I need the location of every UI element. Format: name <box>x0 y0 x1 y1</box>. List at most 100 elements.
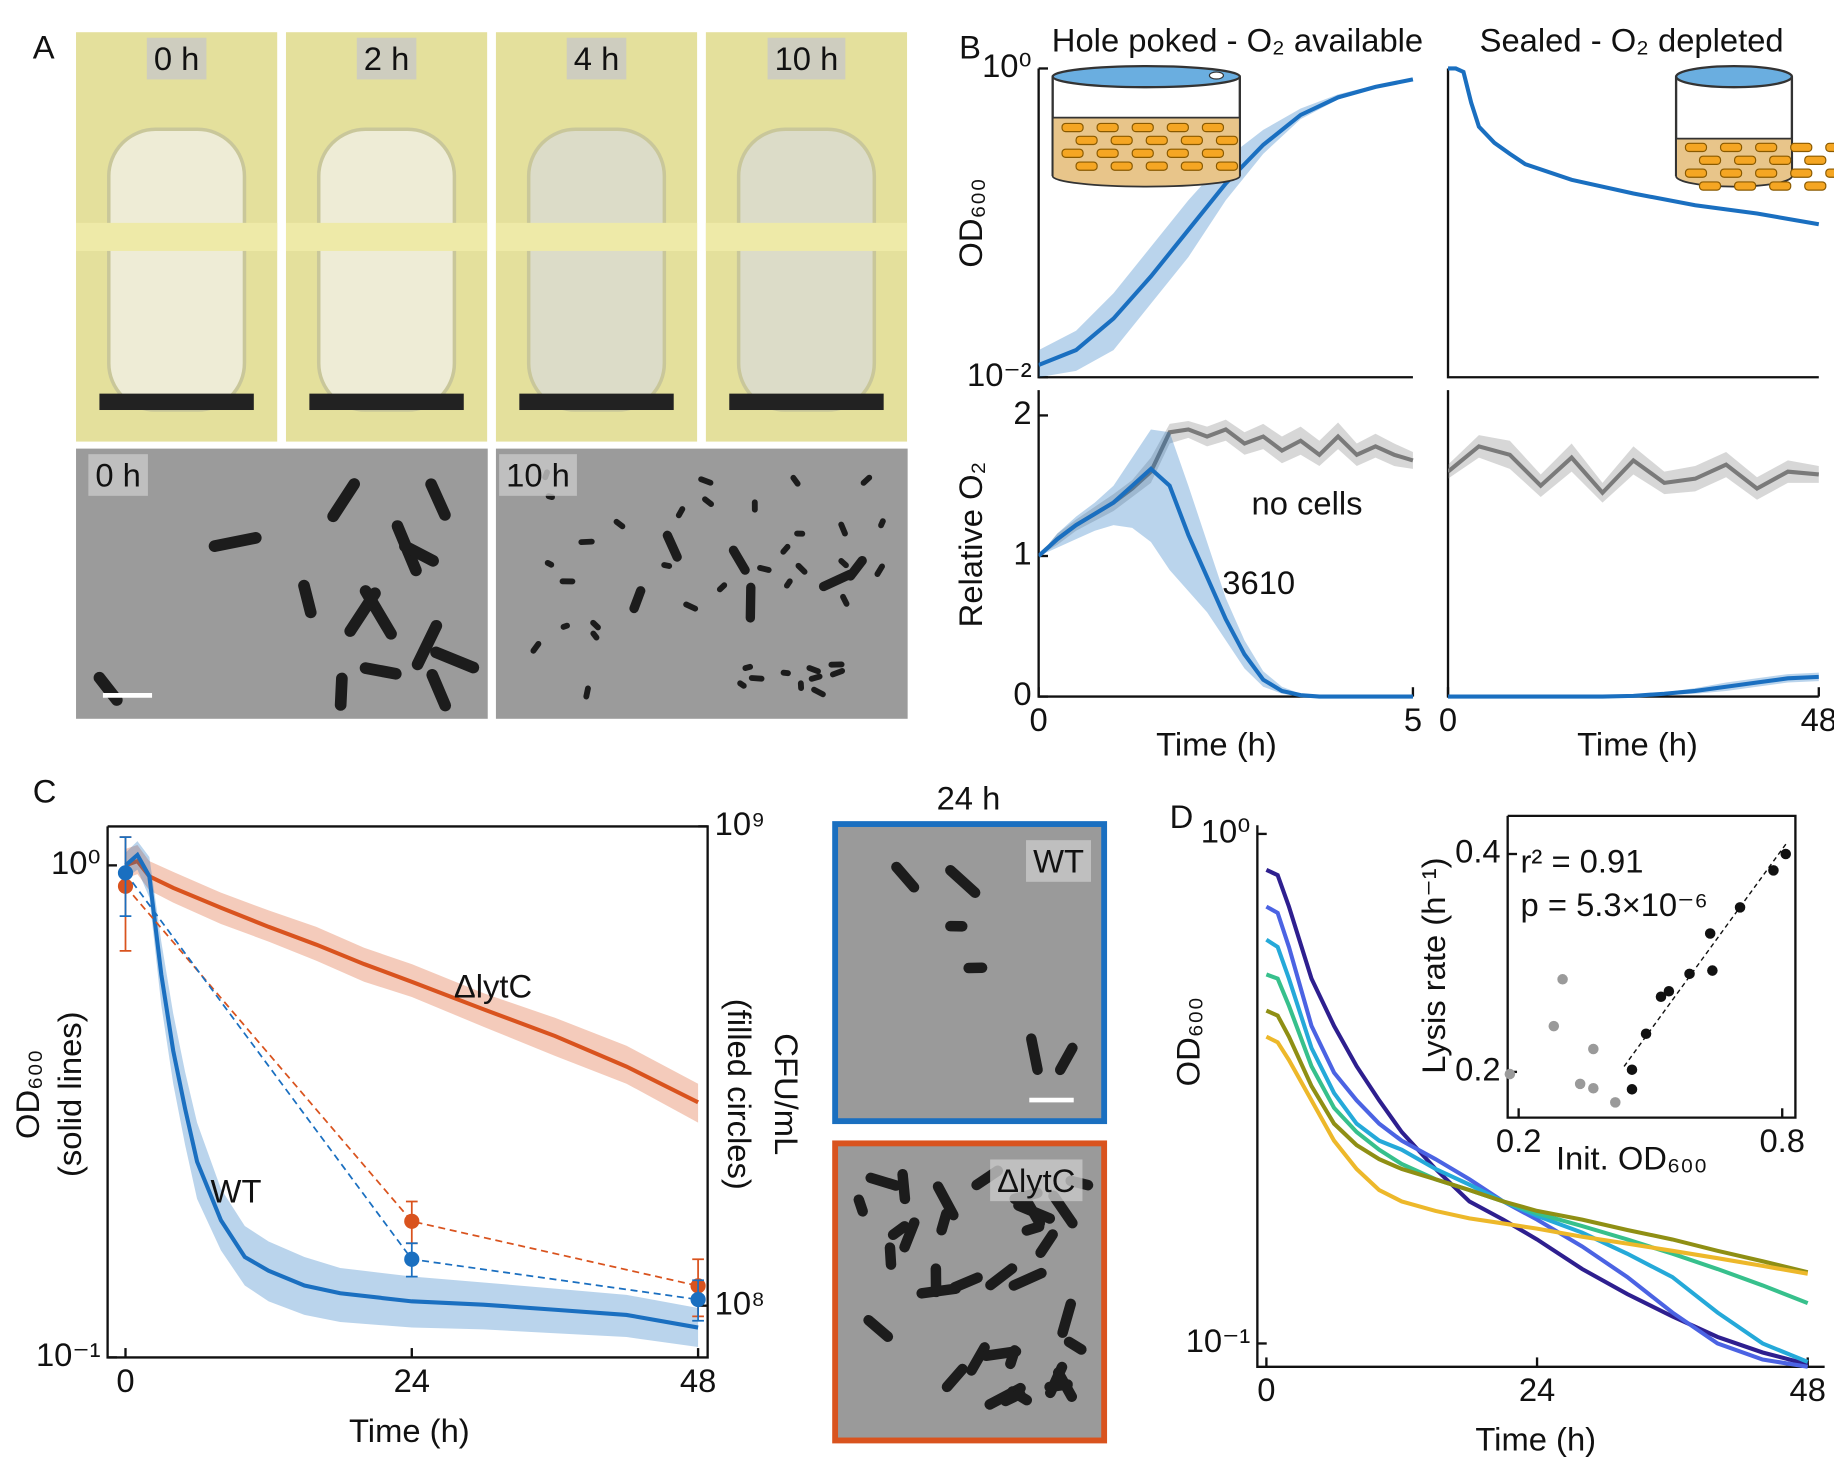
tube <box>316 127 457 412</box>
cell <box>698 476 714 486</box>
y-tick-label: 10⁰ <box>51 844 101 881</box>
y2-tick-label: 10⁹ <box>715 805 765 842</box>
cell <box>966 1342 990 1376</box>
point <box>1588 1043 1599 1055</box>
rack-base <box>729 393 884 411</box>
cell <box>811 686 826 698</box>
cell-icon <box>1698 181 1722 191</box>
container-lid <box>1674 64 1794 89</box>
cell-icon <box>1698 155 1722 165</box>
cell <box>757 564 772 573</box>
cell <box>818 569 855 592</box>
x-tick-label: 0.8 <box>1759 1122 1805 1159</box>
cell-icon <box>1769 181 1792 191</box>
cell <box>1054 1042 1078 1076</box>
cell <box>560 622 570 630</box>
cell <box>878 518 886 529</box>
panel-label: C <box>33 772 57 809</box>
point <box>1655 991 1667 1002</box>
tube <box>107 127 247 412</box>
point <box>1780 848 1792 860</box>
point <box>1640 1028 1652 1040</box>
point <box>1626 1064 1638 1075</box>
cell <box>829 668 846 678</box>
cfu-point <box>117 865 134 881</box>
fit-line <box>1623 842 1788 1067</box>
point <box>1574 1078 1586 1090</box>
photo-label: 0 h <box>95 457 141 494</box>
cell <box>887 1221 910 1241</box>
cell <box>430 646 480 674</box>
cell-icon <box>1145 161 1168 171</box>
series-label: WT <box>211 1172 262 1209</box>
axis-line <box>106 825 709 1359</box>
line <box>124 851 699 1330</box>
cell-icon <box>1769 155 1792 165</box>
x-tick-label: 48 <box>680 1362 716 1399</box>
cell <box>932 1181 959 1221</box>
y-tick-label: 0.2 <box>1455 1051 1501 1088</box>
cell <box>613 518 626 530</box>
x-tick-label: 48 <box>1801 701 1834 738</box>
panel-label: D <box>1170 798 1194 835</box>
cell-icon <box>1166 148 1189 158</box>
cell <box>298 579 317 619</box>
y-tick-label: 1 <box>1013 535 1031 572</box>
label-box <box>1026 840 1092 882</box>
cell-icon <box>1075 161 1098 171</box>
label-box <box>499 454 577 496</box>
cell <box>838 558 849 569</box>
annotation: p = 5.3×10⁻⁶ <box>1521 886 1708 923</box>
cell <box>629 586 646 614</box>
cell <box>1021 1221 1045 1236</box>
annotation: r² = 0.91 <box>1521 842 1644 879</box>
cell-icon <box>1684 142 1708 153</box>
rack-base <box>519 393 674 411</box>
cell <box>702 496 715 507</box>
x-tick-label: 0.2 <box>1496 1122 1542 1159</box>
cell <box>949 1272 983 1293</box>
x-tick-label: 0 <box>1257 1371 1275 1408</box>
cell <box>1035 1229 1058 1258</box>
cell-icon <box>1825 142 1834 153</box>
cell-icon <box>1755 168 1778 178</box>
x-tick-label: 0 <box>1030 701 1048 738</box>
y-tick-label: 10⁰ <box>1201 813 1251 850</box>
cell-icon <box>1215 135 1239 146</box>
cell-icon <box>1804 155 1827 165</box>
cfu-point <box>404 1213 420 1229</box>
axis-line <box>1446 68 1819 379</box>
y-axis-label: (solid lines) <box>51 1011 88 1177</box>
cell-icon <box>1145 135 1168 146</box>
cell <box>808 673 823 682</box>
cell-icon <box>1110 135 1133 146</box>
cell <box>583 685 591 700</box>
photo-label: WT <box>1033 842 1084 879</box>
x-axis-label: Time (h) <box>1475 1420 1596 1457</box>
cell-icon <box>1684 168 1708 178</box>
cell <box>945 865 981 898</box>
cell <box>411 619 443 671</box>
cell <box>590 619 601 631</box>
cell <box>806 665 821 675</box>
line <box>1265 904 1809 1369</box>
point <box>1610 1097 1621 1108</box>
photo-label: ΔlytC <box>997 1162 1075 1199</box>
cell <box>884 1242 897 1270</box>
cell-icon <box>1096 122 1119 133</box>
point <box>1588 1082 1599 1094</box>
photo-label: 4 h <box>574 40 620 77</box>
point <box>1768 865 1779 876</box>
y-tick-label: 10⁻² <box>967 356 1032 393</box>
axis-line <box>1506 814 1797 1119</box>
cell-icon <box>1075 135 1098 146</box>
x-axis-label: Time (h) <box>1577 726 1698 763</box>
cell <box>426 669 452 712</box>
confidence-band <box>1038 429 1413 697</box>
y-axis-label: Relative O₂ <box>952 462 989 628</box>
y-axis-label: OD₆₀₀ <box>1169 997 1206 1087</box>
tube <box>526 127 667 412</box>
point <box>1504 1068 1516 1080</box>
cell-icon <box>1790 142 1813 153</box>
cell-icon <box>1061 122 1084 133</box>
